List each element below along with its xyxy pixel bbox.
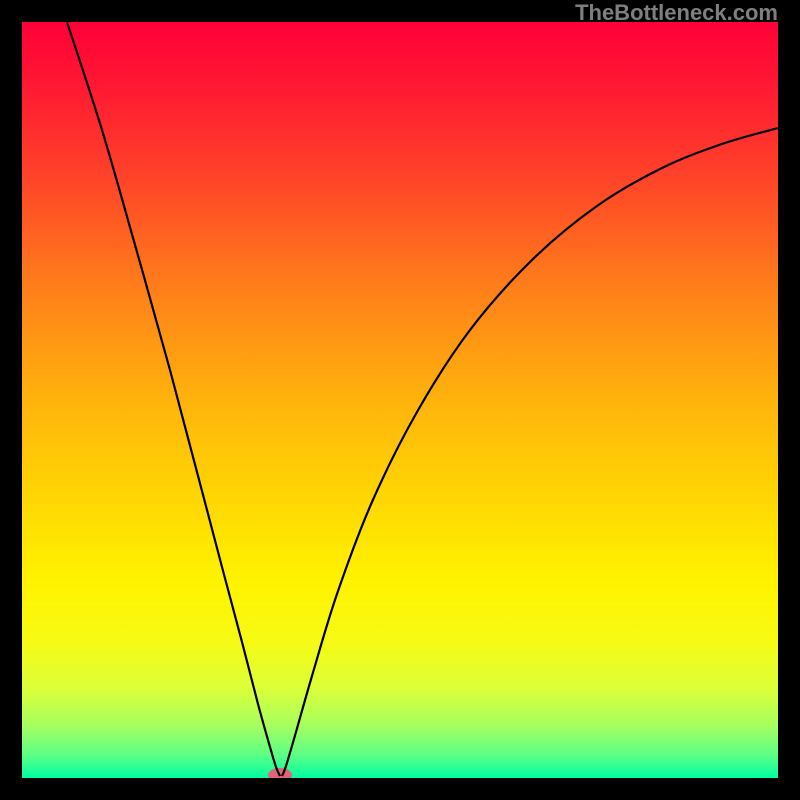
chart-plot-area xyxy=(22,22,778,778)
curve-layer xyxy=(22,22,778,778)
watermark-text: TheBottleneck.com xyxy=(575,0,778,26)
chart-container: TheBottleneck.com xyxy=(0,0,800,800)
bottleneck-curve-right xyxy=(282,128,778,776)
minimum-marker xyxy=(268,768,292,778)
bottleneck-curve-left xyxy=(67,22,280,776)
